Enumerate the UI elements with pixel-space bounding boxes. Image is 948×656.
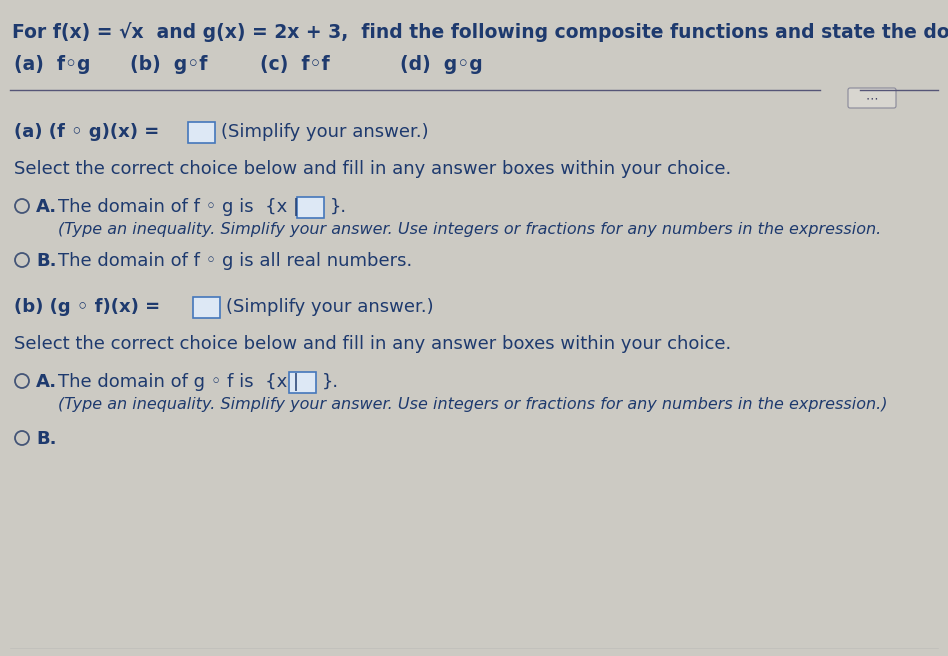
Text: (Simplify your answer.): (Simplify your answer.) bbox=[221, 123, 428, 141]
Circle shape bbox=[15, 199, 29, 213]
Circle shape bbox=[15, 374, 29, 388]
Text: The domain of g ◦ f is  {x |: The domain of g ◦ f is {x | bbox=[58, 373, 304, 391]
Text: The domain of f ◦ g is all real numbers.: The domain of f ◦ g is all real numbers. bbox=[58, 252, 412, 270]
Text: The domain of f ◦ g is  {x |: The domain of f ◦ g is {x | bbox=[58, 198, 304, 216]
Text: (Simplify your answer.): (Simplify your answer.) bbox=[226, 298, 433, 316]
Text: (b) (g ◦ f)(x) =: (b) (g ◦ f)(x) = bbox=[14, 298, 167, 316]
Text: (c)  f◦f: (c) f◦f bbox=[260, 55, 330, 74]
FancyBboxPatch shape bbox=[189, 121, 215, 142]
Text: A.: A. bbox=[36, 198, 57, 216]
FancyBboxPatch shape bbox=[289, 371, 317, 392]
Text: (Type an inequality. Simplify your answer. Use integers or fractions for any num: (Type an inequality. Simplify your answe… bbox=[58, 222, 882, 237]
Circle shape bbox=[15, 253, 29, 267]
FancyBboxPatch shape bbox=[298, 197, 324, 218]
Text: B.: B. bbox=[36, 252, 57, 270]
Text: (b)  g◦f: (b) g◦f bbox=[130, 55, 208, 74]
Text: B.: B. bbox=[36, 430, 57, 448]
FancyBboxPatch shape bbox=[848, 88, 896, 108]
Text: Select the correct choice below and fill in any answer boxes within your choice.: Select the correct choice below and fill… bbox=[14, 160, 731, 178]
Text: A.: A. bbox=[36, 373, 57, 391]
Text: (a) (f ◦ g)(x) =: (a) (f ◦ g)(x) = bbox=[14, 123, 166, 141]
Text: (d)  g◦g: (d) g◦g bbox=[400, 55, 483, 74]
Text: Select the correct choice below and fill in any answer boxes within your choice.: Select the correct choice below and fill… bbox=[14, 335, 731, 353]
Text: (Type an inequality. Simplify your answer. Use integers or fractions for any num: (Type an inequality. Simplify your answe… bbox=[58, 397, 887, 412]
Text: }.: }. bbox=[330, 198, 347, 216]
Text: For f(x) = √x  and g(x) = 2x + 3,  find the following composite functions and st: For f(x) = √x and g(x) = 2x + 3, find th… bbox=[12, 22, 948, 42]
Text: }.: }. bbox=[322, 373, 339, 391]
Text: (a)  f◦g: (a) f◦g bbox=[14, 55, 90, 74]
Circle shape bbox=[15, 431, 29, 445]
FancyBboxPatch shape bbox=[193, 297, 221, 318]
Text: ⋯: ⋯ bbox=[866, 92, 878, 106]
